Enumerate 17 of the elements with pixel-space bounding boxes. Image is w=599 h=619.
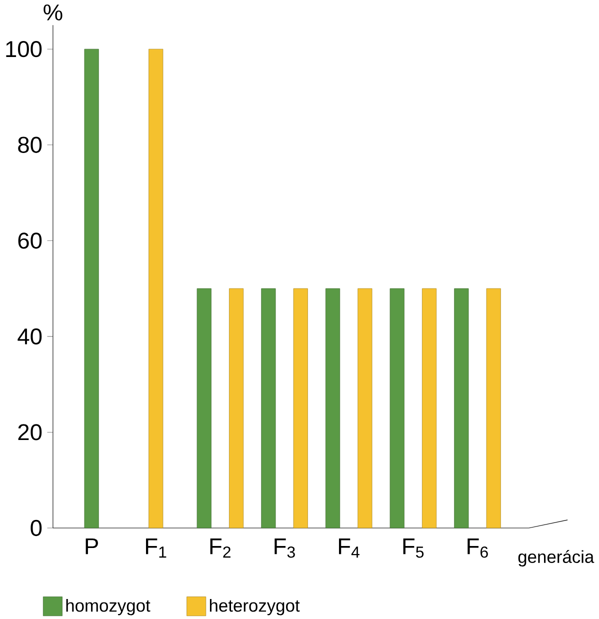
y-tick-label: 100 [6, 41, 42, 58]
x-tick-label: F$_{5}$ [403, 538, 424, 558]
legend-label: homozygot [66, 598, 150, 616]
x-tick-label: F$_{6}$ [468, 538, 488, 558]
x-axis-title: generácia [518, 550, 594, 566]
y-tick-label: 60 [18, 232, 42, 249]
x-tick-label: F$_{2}$ [210, 538, 231, 558]
y-tick-label: 20 [18, 424, 42, 440]
x-tick-label: F$_{1}$ [146, 538, 166, 558]
y-tick-label: 80 [18, 136, 42, 153]
y-axis-title: % [44, 4, 62, 20]
x-tick-label: F$_{4}$ [339, 538, 360, 558]
x-tick-label: F$_{3}$ [274, 538, 296, 558]
y-tick-label: 40 [18, 328, 42, 345]
legend-label: heterozygot [210, 598, 300, 616]
y-tick-label: 0 [30, 520, 42, 536]
x-tick-label: P [86, 538, 98, 554]
